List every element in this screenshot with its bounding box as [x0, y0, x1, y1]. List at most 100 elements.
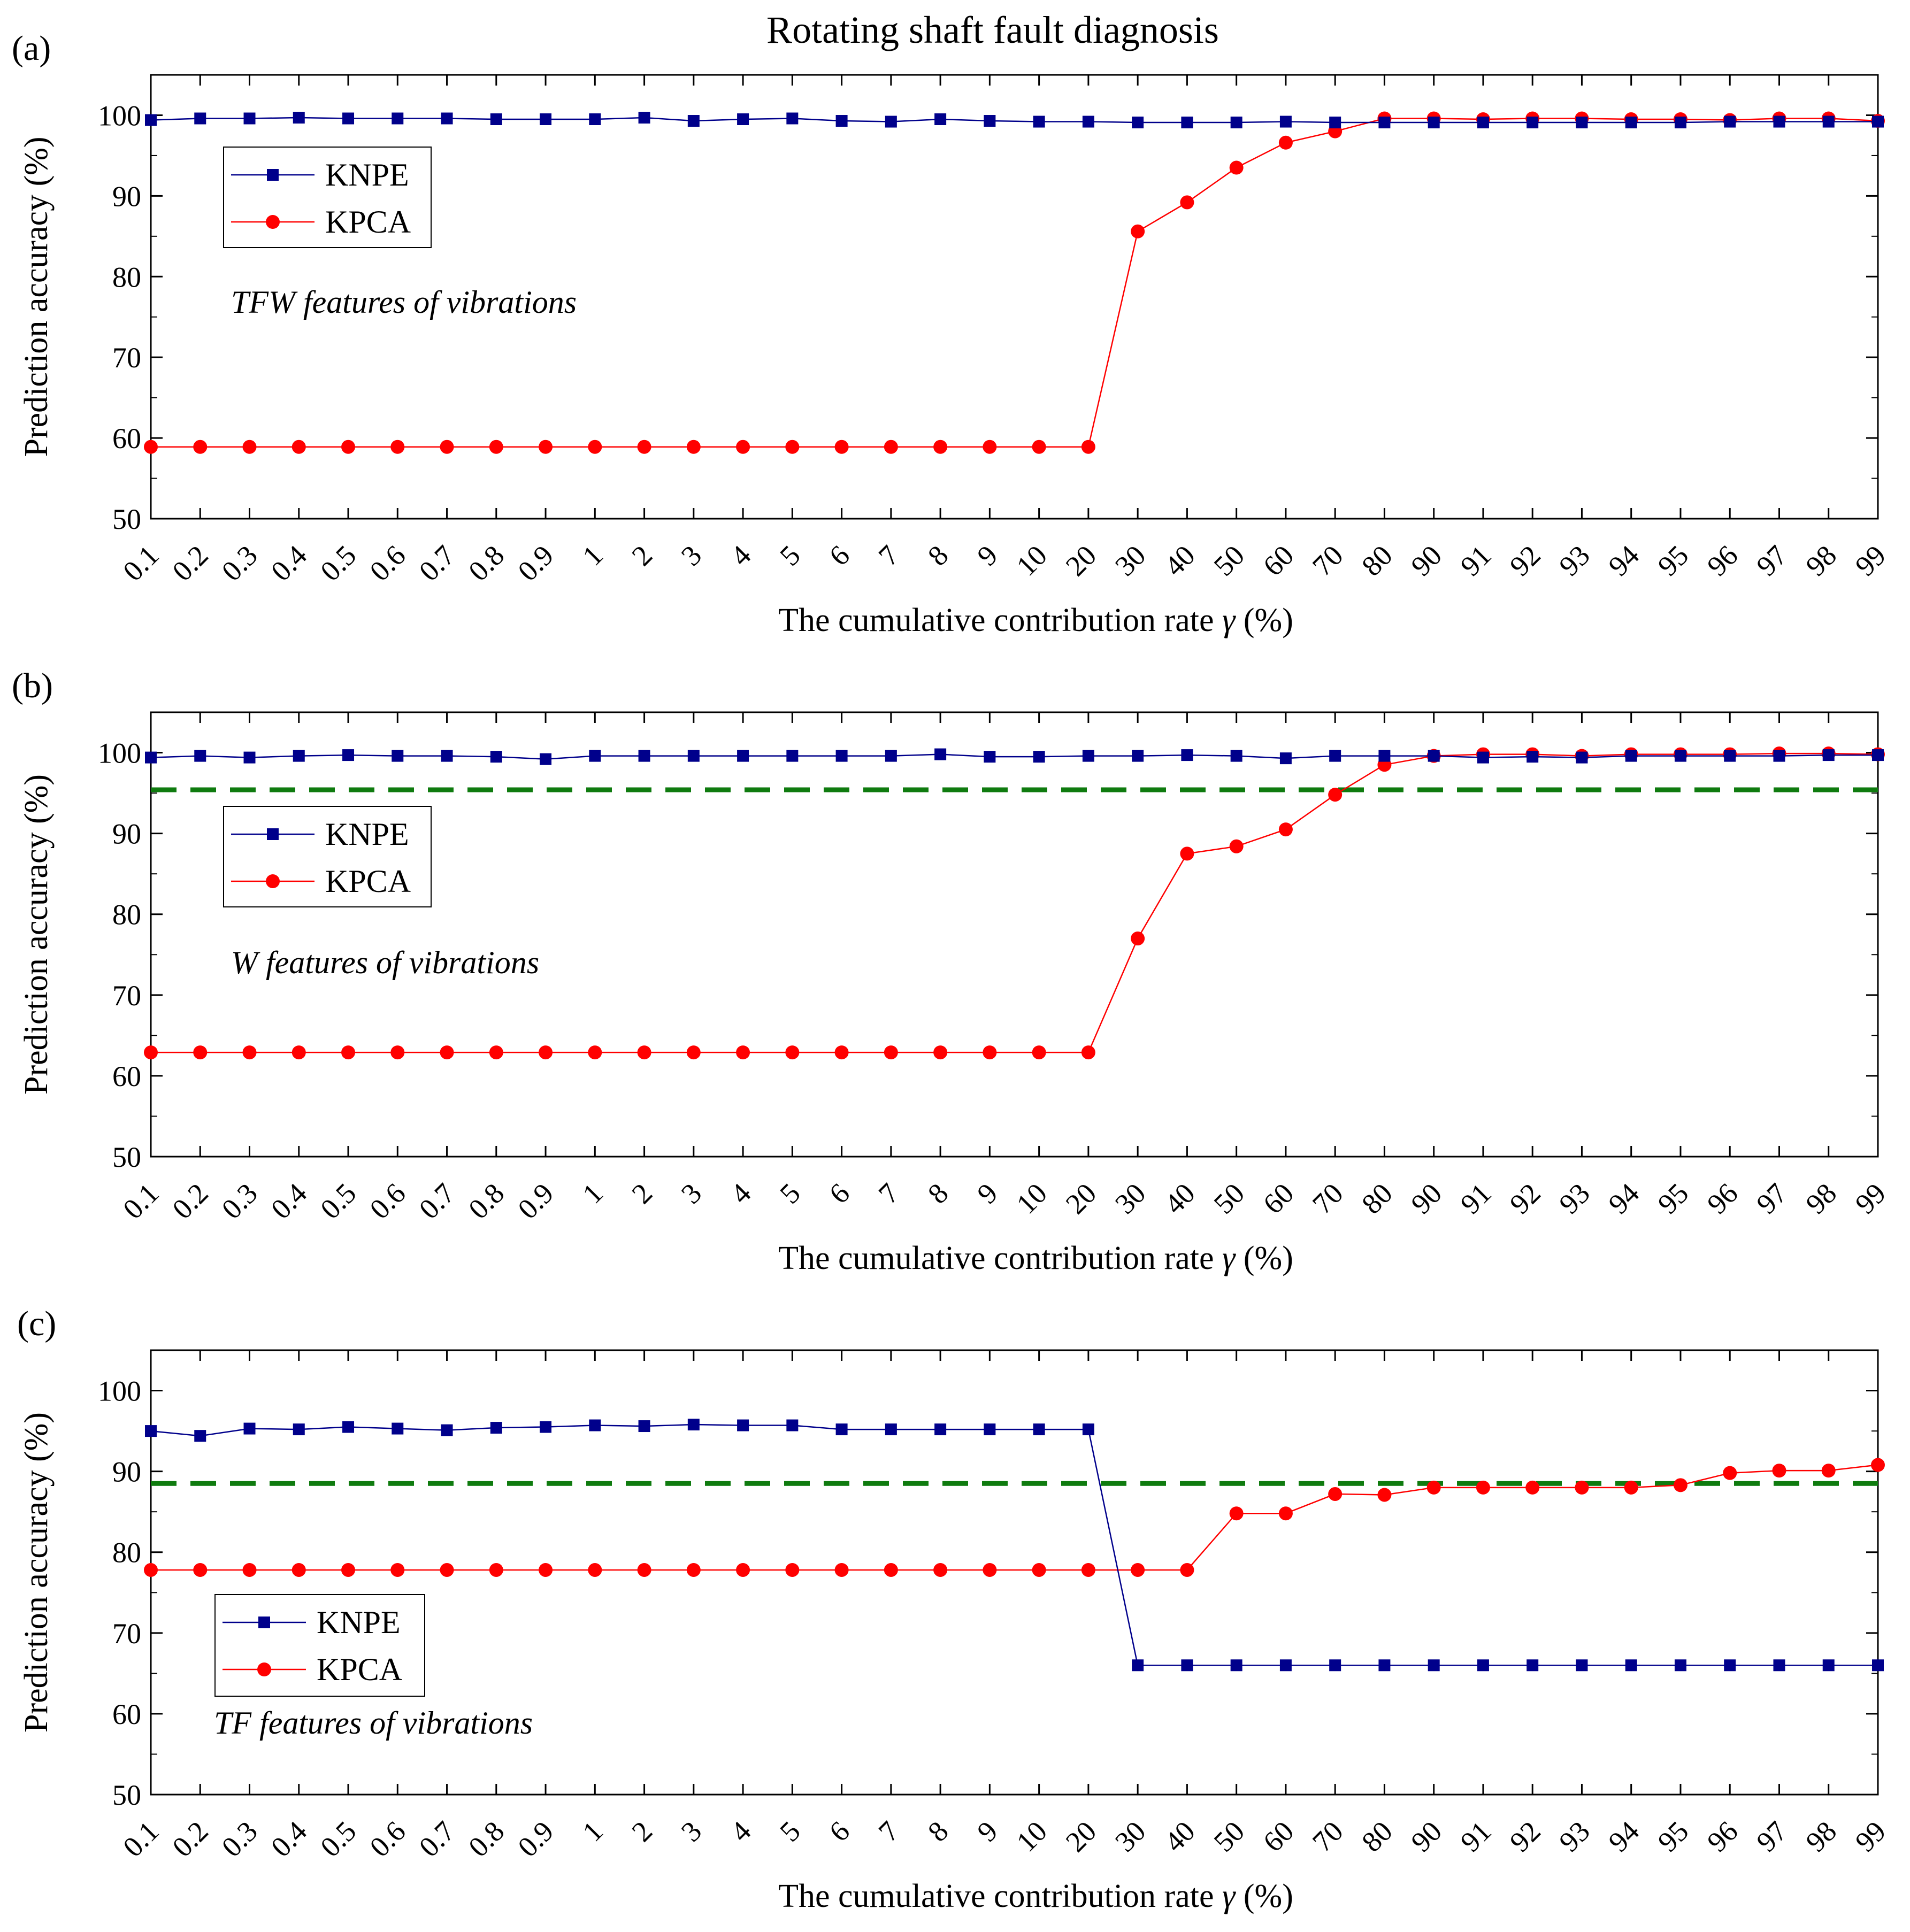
point-kpca [292, 1562, 306, 1577]
x-tick-label: 9 [971, 1815, 1004, 1848]
legend: KNPE KPCA [223, 147, 432, 248]
point-kpca [983, 440, 997, 454]
point-knpe [737, 750, 749, 762]
y-tick-label: 90 [112, 1456, 141, 1488]
x-tick-label: 10 [1010, 1177, 1054, 1220]
point-knpe [1033, 116, 1045, 128]
point-knpe [1576, 117, 1588, 129]
point-knpe [490, 113, 502, 125]
point-knpe [1428, 1659, 1440, 1672]
y-axis-label: Prediction accuracy (%) [18, 1412, 55, 1733]
point-knpe [540, 753, 552, 765]
x-tick-label: 91 [1454, 1815, 1498, 1858]
point-knpe [835, 750, 848, 762]
point-knpe [1033, 751, 1045, 763]
point-knpe [638, 1420, 650, 1433]
x-tick-label: 0.3 [216, 1177, 264, 1225]
point-knpe [1082, 1423, 1094, 1436]
point-knpe [1724, 116, 1736, 128]
x-tick-label: 1 [576, 539, 609, 572]
y-tick-label: 80 [112, 899, 141, 931]
point-knpe [1082, 116, 1094, 128]
legend-marker-knpe [258, 1617, 270, 1628]
point-knpe [293, 111, 305, 124]
point-kpca [1426, 1480, 1441, 1495]
point-knpe [342, 112, 355, 125]
point-knpe [638, 750, 650, 762]
point-kpca [1229, 160, 1244, 175]
x-tick-label: 2 [626, 1177, 659, 1210]
x-tick-label: 0.2 [166, 539, 214, 587]
point-kpca [1328, 1487, 1343, 1501]
point-kpca [884, 1562, 898, 1577]
x-tick-label: 3 [675, 539, 708, 572]
point-kpca [1525, 1480, 1540, 1495]
point-kpca [144, 440, 158, 454]
point-kpca [440, 440, 454, 454]
x-tick-label: 99 [1849, 539, 1892, 582]
x-tick-label: 0.4 [265, 1815, 313, 1863]
x-tick-label: 60 [1257, 1177, 1300, 1220]
point-knpe [392, 112, 404, 125]
point-kpca [588, 440, 602, 454]
x-tick-label: 6 [823, 539, 856, 572]
x-tick-label: 0.8 [462, 1815, 510, 1863]
legend-label-kpca: KPCA [325, 204, 411, 240]
x-tick-label: 1 [576, 1815, 609, 1848]
point-knpe [885, 750, 897, 762]
x-tick-label: 0.1 [117, 1177, 165, 1225]
x-tick-label: 98 [1800, 1815, 1843, 1858]
x-tick-label: 98 [1800, 1177, 1843, 1220]
x-tick-label: 8 [922, 1815, 955, 1848]
point-kpca [144, 1045, 158, 1060]
point-knpe [1576, 1659, 1588, 1672]
point-knpe [194, 750, 206, 762]
x-tick-label: 8 [922, 1177, 955, 1210]
legend-marker-kpca [266, 874, 280, 888]
y-tick-label: 70 [112, 1618, 141, 1650]
x-tick-label: 94 [1602, 539, 1646, 582]
point-kpca [1624, 1480, 1638, 1495]
point-knpe [589, 113, 601, 125]
point-knpe [1674, 750, 1686, 762]
point-knpe [1329, 750, 1341, 762]
point-knpe [786, 112, 799, 125]
point-knpe [835, 115, 848, 127]
point-knpe [737, 1419, 749, 1431]
x-tick-label: 4 [724, 1177, 757, 1210]
legend-marker-knpe [267, 169, 279, 181]
y-tick-label: 80 [112, 1537, 141, 1569]
point-kpca [1081, 1562, 1095, 1577]
x-tick-label: 0.4 [265, 1177, 313, 1225]
legend-box [214, 1594, 425, 1697]
x-tick-label: 0.8 [462, 539, 510, 587]
x-tick-label: 10 [1010, 1815, 1054, 1858]
point-knpe [934, 113, 947, 125]
point-knpe [392, 1422, 404, 1435]
point-kpca [193, 1045, 208, 1060]
point-kpca [539, 1045, 553, 1060]
x-tick-label: 0.1 [117, 1815, 165, 1863]
point-kpca [1032, 440, 1046, 454]
point-kpca [1032, 1045, 1046, 1060]
x-tick-label: 0.7 [413, 539, 461, 587]
point-kpca [292, 1045, 306, 1060]
x-axis-label: The cumulative contribution rate γ (%) [778, 602, 1293, 638]
series-line-knpe [150, 1423, 1878, 1666]
point-kpca [637, 1045, 651, 1060]
x-tick-label: 93 [1553, 1177, 1596, 1220]
point-knpe [490, 751, 502, 763]
point-knpe [1625, 117, 1637, 129]
legend-box [223, 147, 432, 248]
point-knpe [1378, 117, 1391, 129]
x-tick-label: 50 [1208, 539, 1251, 582]
point-knpe [1477, 117, 1489, 129]
axes-frame [150, 74, 1879, 520]
point-knpe [243, 751, 256, 764]
x-tick-label: 3 [675, 1177, 708, 1210]
panel-annotation: TF features of vibrations [214, 1705, 533, 1741]
x-tick-label: 40 [1158, 1177, 1201, 1220]
point-knpe [885, 116, 897, 128]
point-knpe [1132, 750, 1144, 762]
